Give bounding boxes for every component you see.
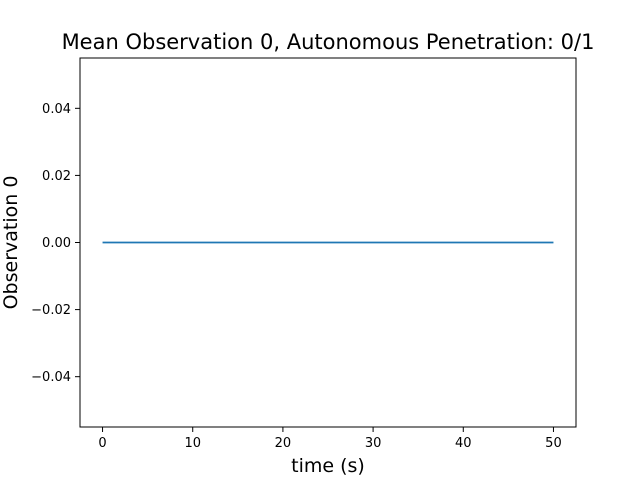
x-tick-label: 40: [455, 436, 472, 451]
x-tick-label: 0: [98, 436, 106, 451]
x-tick-label: 10: [184, 436, 201, 451]
x-axis-ticks: 0 10 20 30 40 50: [98, 427, 562, 451]
y-tick-label: 0.02: [42, 169, 71, 184]
x-tick-label: 30: [365, 436, 382, 451]
chart-title: Mean Observation 0, Autonomous Penetrati…: [62, 30, 595, 54]
x-axis-label: time (s): [291, 455, 365, 477]
x-tick-label: 50: [545, 436, 562, 451]
y-axis-ticks: −0.04 −0.02 0.00 0.02 0.04: [31, 102, 80, 385]
y-tick-label: −0.02: [31, 303, 71, 318]
x-tick-label: 20: [275, 436, 292, 451]
y-tick-label: 0.04: [42, 102, 71, 117]
y-axis-label: Observation 0: [0, 176, 22, 310]
y-tick-label: −0.04: [31, 370, 71, 385]
y-tick-label: 0.00: [42, 236, 71, 251]
